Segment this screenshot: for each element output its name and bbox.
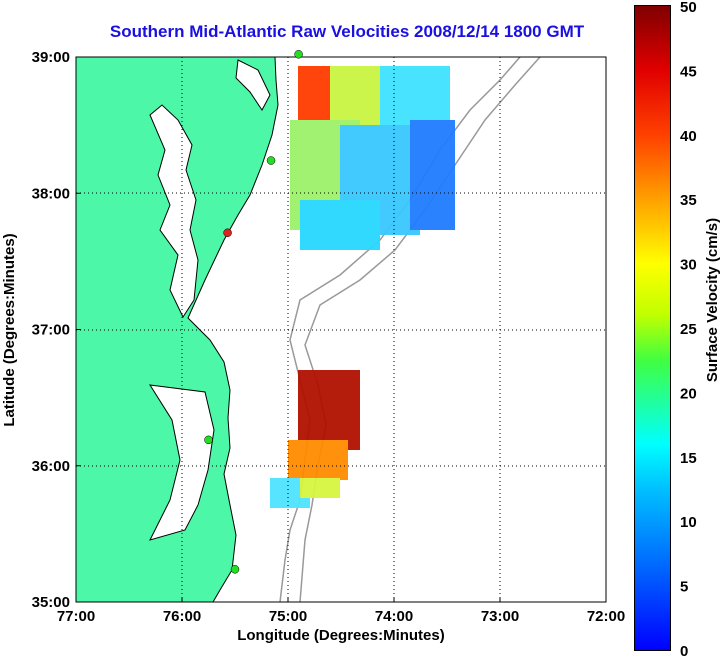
colorbar-tick-label: 45 bbox=[680, 63, 697, 80]
colorbar-tick-label: 25 bbox=[680, 321, 697, 338]
x-tick-label: 75:00 bbox=[269, 608, 307, 625]
y-tick-label: 36:00 bbox=[32, 458, 70, 475]
colorbar-tick-label: 40 bbox=[680, 128, 697, 145]
y-axis-label: Latitude (Degrees:Minutes) bbox=[1, 233, 18, 426]
colorbar bbox=[634, 5, 671, 651]
x-axis-label: Longitude (Degrees:Minutes) bbox=[237, 627, 445, 644]
y-tick-label: 39:00 bbox=[32, 49, 70, 66]
y-axis-ticks: 39:00 38:00 37:00 36:00 35:00 bbox=[32, 49, 81, 611]
y-tick-label: 37:00 bbox=[32, 322, 70, 339]
x-tick-label: 73:00 bbox=[481, 608, 519, 625]
grid-lines bbox=[76, 57, 606, 602]
colorbar-tick-label: 0 bbox=[680, 643, 688, 659]
station-layer bbox=[204, 50, 303, 574]
colorbar-tick-label: 20 bbox=[680, 385, 697, 402]
map-title: Southern Mid-Atlantic Raw Velocities 200… bbox=[109, 22, 585, 41]
station-marker[interactable] bbox=[223, 228, 232, 238]
x-tick-label: 74:00 bbox=[375, 608, 413, 625]
x-tick-label: 76:00 bbox=[163, 608, 201, 625]
station-marker[interactable] bbox=[204, 435, 213, 445]
map-plot: 77:00 76:00 75:00 74:00 73:00 72:00 39:00 38:0… bbox=[1, 49, 625, 644]
y-tick-label: 38:00 bbox=[32, 185, 70, 202]
colorbar-tick-label: 30 bbox=[680, 257, 697, 274]
x-tick-label: 72:00 bbox=[587, 608, 625, 625]
x-axis-ticks: 77:00 76:00 75:00 74:00 73:00 72:00 bbox=[57, 597, 625, 625]
sound-water bbox=[149, 384, 215, 541]
colorbar-tick-label: 10 bbox=[680, 514, 697, 531]
colorbar-tick-label: 50 bbox=[680, 0, 697, 16]
colorbar-tick-label: 15 bbox=[680, 450, 697, 467]
station-marker[interactable] bbox=[266, 156, 276, 165]
station-marker[interactable] bbox=[294, 50, 303, 59]
colorbar-label: Surface Velocity (cm/s) bbox=[704, 218, 721, 382]
y-tick-label: 35:00 bbox=[32, 594, 70, 611]
x-tick-label: 77:00 bbox=[57, 608, 95, 625]
velocity-field-south bbox=[270, 370, 360, 508]
velocity-field-north bbox=[290, 66, 455, 250]
station-marker[interactable] bbox=[230, 565, 240, 574]
bay-water bbox=[149, 104, 199, 319]
colorbar-tick-label: 5 bbox=[680, 579, 688, 596]
colorbar-tick-label: 35 bbox=[680, 192, 697, 209]
delaware-bay bbox=[235, 59, 271, 111]
